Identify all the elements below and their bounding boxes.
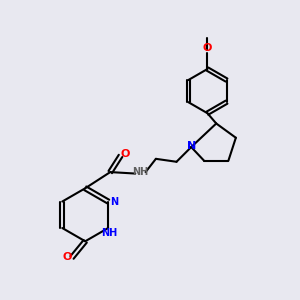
Text: N: N xyxy=(110,196,118,206)
Text: O: O xyxy=(203,43,212,52)
Text: NH: NH xyxy=(133,167,149,177)
Text: O: O xyxy=(120,149,130,159)
Text: NH: NH xyxy=(101,228,118,238)
Text: O: O xyxy=(63,253,72,262)
Text: N: N xyxy=(187,141,196,151)
